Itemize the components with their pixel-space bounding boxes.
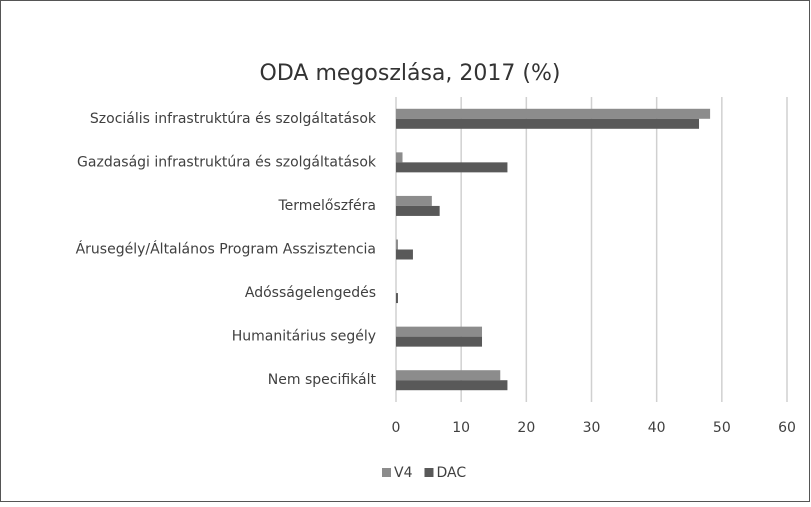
- bar: [396, 152, 403, 163]
- y-tick-label: Termelőszféra: [277, 198, 376, 214]
- x-tick-label: 10: [452, 420, 470, 436]
- bar: [396, 370, 501, 381]
- y-tick-label: Gazdasági infrastruktúra és szolgáltatás…: [77, 154, 377, 170]
- chart-title: ODA megoszlása, 2017 (%): [260, 61, 561, 86]
- x-tick-label: 40: [648, 420, 666, 436]
- y-tick-label: Humanitárius segély: [232, 329, 376, 345]
- x-tick-label: 20: [517, 420, 535, 436]
- legend-swatch: [382, 468, 391, 477]
- x-tick-label: 50: [713, 420, 731, 436]
- x-tick-label: 60: [778, 420, 796, 436]
- x-tick-label: 30: [583, 420, 601, 436]
- legend-swatch: [424, 468, 434, 477]
- bar: [396, 118, 700, 129]
- x-tick-label: 0: [392, 420, 401, 436]
- legend-label: DAC: [436, 465, 466, 481]
- bar: [396, 380, 508, 391]
- y-tick-label: Szociális infrastruktúra és szolgáltatás…: [90, 111, 377, 127]
- y-tick-label: Árusegély/Általános Program Asszisztenci…: [76, 241, 376, 258]
- legend-label: V4: [394, 465, 413, 481]
- bar: [396, 108, 711, 119]
- y-tick-label: Adósságelengedés: [245, 285, 376, 301]
- bar: [396, 249, 413, 260]
- bar: [396, 293, 398, 304]
- bar: [396, 162, 508, 173]
- bar: [396, 239, 398, 250]
- bar: [396, 326, 483, 337]
- y-tick-label: Nem specifikált: [268, 372, 377, 388]
- bar: [396, 195, 432, 206]
- bar: [396, 205, 440, 216]
- bar: [396, 336, 483, 347]
